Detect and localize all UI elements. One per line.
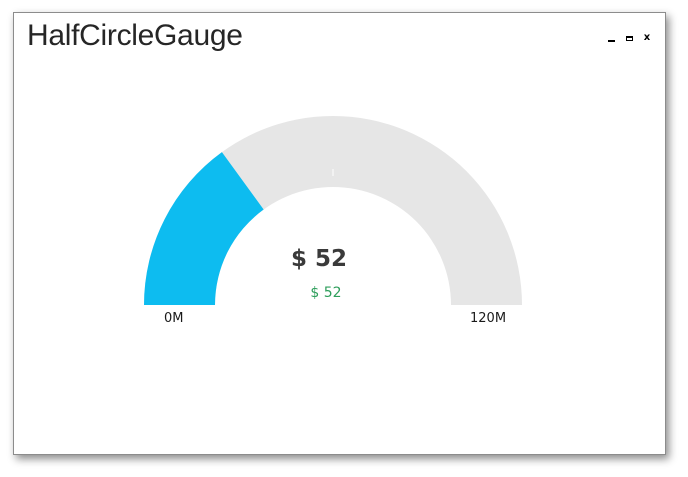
gauge-value: $ 52 [290,246,348,272]
window-controls: x [606,33,652,43]
half-circle-gauge: $ 52 $ 52 0M 120M [14,13,667,456]
maximize-icon [625,35,633,41]
gauge-window: HalfCircleGauge x $ 52 $ 52 0M 120M [13,12,666,455]
minimize-icon [607,40,615,42]
gauge-graphic [144,116,522,305]
close-button[interactable]: x [642,33,652,43]
close-icon: x [643,32,651,43]
gauge-track [144,116,522,305]
maximize-button[interactable] [624,33,634,43]
gauge-target-value: $ 52 [310,285,342,301]
minimize-button[interactable] [606,33,616,43]
gauge-max-label: 120M [470,311,507,326]
gauge-min-label: 0M [164,311,184,326]
window-title: HalfCircleGauge [27,19,243,52]
gauge-fill [144,152,264,305]
